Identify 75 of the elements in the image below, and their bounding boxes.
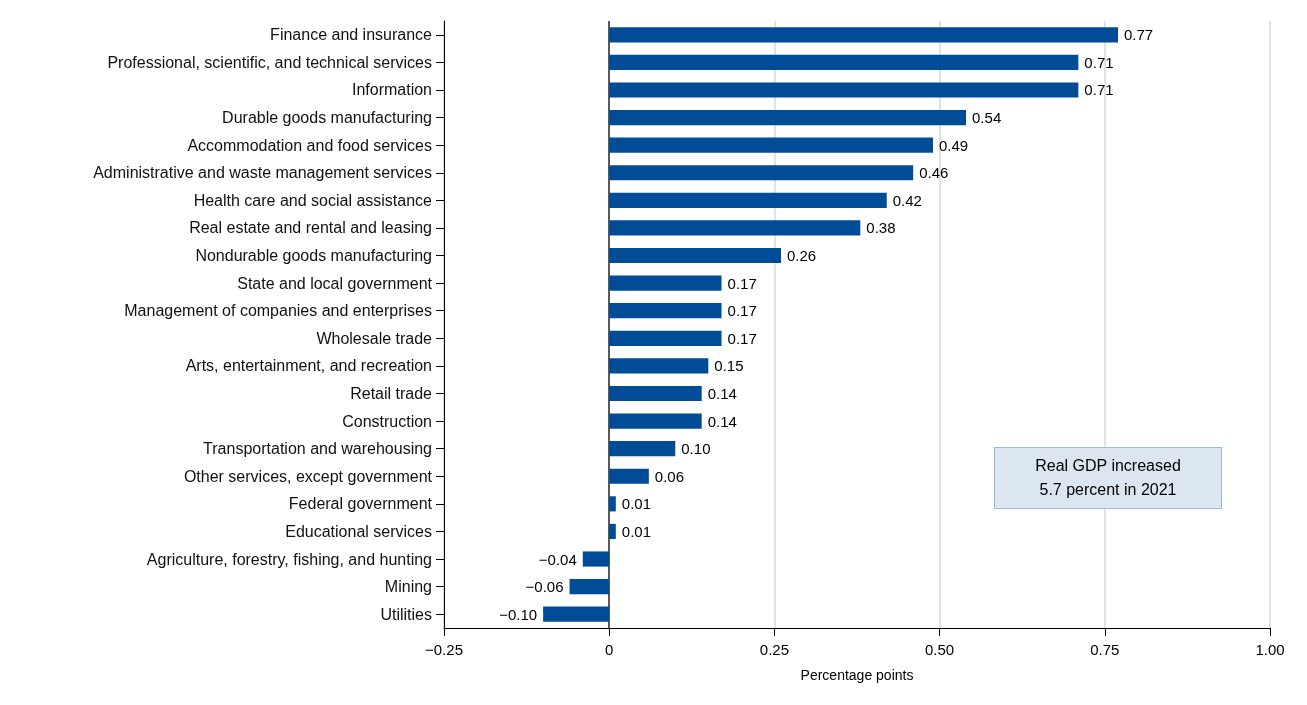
bar: [609, 192, 887, 208]
bar: [609, 275, 722, 291]
data-label: 0.46: [919, 164, 949, 182]
data-label: −0.06: [525, 578, 564, 596]
data-label: 0.38: [866, 219, 896, 237]
y-tick-label: Mining: [384, 578, 432, 596]
bar: [609, 330, 722, 346]
bar: [609, 220, 861, 236]
bar: [609, 441, 676, 457]
y-tick-label: Accommodation and food services: [187, 136, 432, 154]
bar: [609, 165, 914, 181]
bar: [609, 385, 702, 402]
y-tick-label: Nondurable goods manufacturing: [195, 247, 432, 265]
data-label: 0.01: [621, 522, 652, 540]
y-tick-label: Retail trade: [350, 384, 433, 402]
data-label: 0.06: [654, 467, 685, 485]
bar: [609, 358, 709, 374]
y-tick-label: Wholesale trade: [316, 329, 433, 347]
data-label: −0.10: [499, 605, 538, 623]
data-label: 0.10: [681, 440, 711, 458]
data-label: 0.17: [727, 329, 757, 347]
bar: [609, 496, 616, 512]
y-tick-label: Management of companies and enterprises: [124, 302, 432, 320]
bar: [569, 579, 610, 595]
y-tick-label: Arts, entertainment, and recreation: [185, 357, 432, 375]
x-tick-label: 0.25: [759, 641, 789, 658]
bar: [609, 247, 782, 264]
data-label: 0.54: [972, 109, 1002, 127]
y-tick-label: Educational services: [285, 522, 432, 540]
x-tick-label: 0: [605, 641, 614, 658]
x-tick-label: 0.75: [1090, 641, 1120, 658]
y-tick-label: Administrative and waste management services: [93, 164, 432, 182]
y-tick-label: Health care and social assistance: [193, 191, 433, 209]
bar: [609, 468, 649, 484]
x-tick-label: 1.00: [1255, 641, 1285, 658]
data-label: 0.49: [938, 136, 969, 154]
bar: [609, 54, 1079, 70]
y-tick-label: Agriculture, forestry, fishing, and hunting: [146, 550, 432, 568]
bar: [609, 137, 933, 153]
y-tick-label: Construction: [342, 412, 432, 430]
data-label: 0.15: [714, 357, 744, 375]
bar: [609, 303, 722, 319]
x-tick-label: −0.25: [425, 641, 463, 658]
data-label: 0.71: [1084, 53, 1114, 71]
data-label: 0.17: [727, 274, 757, 292]
x-tick-label: 0.50: [925, 641, 955, 658]
y-tick-label: Durable goods manufacturing: [222, 109, 432, 127]
y-tick-label: Other services, except government: [183, 467, 433, 485]
data-label: 0.14: [707, 412, 737, 430]
data-label: 0.14: [707, 384, 737, 402]
y-tick-label: Real estate and rental and leasing: [189, 219, 432, 237]
y-tick-label: Utilities: [380, 605, 432, 623]
data-label: 0.01: [621, 495, 652, 513]
y-tick-label: Information: [351, 81, 432, 99]
data-label: 0.42: [892, 191, 922, 209]
data-label: 0.71: [1084, 81, 1114, 99]
x-axis-title: Percentage points: [800, 667, 914, 683]
data-label: 0.77: [1124, 26, 1154, 44]
note-box: Real GDP increased 5.7 percent in 2021: [994, 447, 1222, 509]
data-label: 0.17: [727, 302, 757, 320]
y-tick-label: State and local government: [237, 274, 433, 292]
y-tick-label: Transportation and warehousing: [203, 440, 432, 458]
annotation: Real GDP increased 5.7 percent in 2021: [1035, 456, 1181, 500]
data-label: 0.26: [787, 247, 817, 265]
data-label: −0.04: [538, 550, 577, 568]
bar: [609, 27, 1119, 43]
y-tick-label: Professional, scientific, and technical services: [107, 53, 432, 71]
bar: [582, 551, 610, 567]
bar: [609, 523, 616, 540]
y-tick-label: Finance and insurance: [270, 26, 433, 44]
bar: [609, 109, 967, 126]
bar: [609, 413, 702, 429]
y-tick-label: Federal government: [288, 495, 433, 513]
bar: [609, 82, 1079, 98]
bar: [543, 606, 610, 622]
